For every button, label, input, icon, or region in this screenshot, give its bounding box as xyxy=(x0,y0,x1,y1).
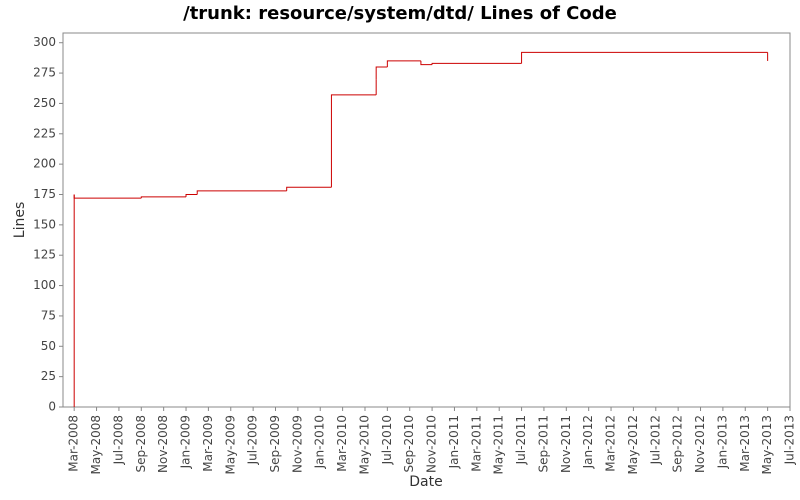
x-tick-label: May-2012 xyxy=(626,415,640,474)
x-tick-label: Nov-2011 xyxy=(559,415,573,473)
step-segment xyxy=(196,190,287,195)
y-axis-title: Lines xyxy=(12,202,28,238)
x-tick-label: Jul-2013 xyxy=(783,415,797,465)
step-segment xyxy=(386,60,421,67)
x-tick-label: Jul-2012 xyxy=(648,415,662,465)
y-tick-label: 200 xyxy=(33,157,56,171)
step-segment xyxy=(140,196,187,199)
x-tick-label: Sep-2009 xyxy=(268,415,282,473)
y-tick-label: 100 xyxy=(33,278,56,292)
x-tick-label: Nov-2010 xyxy=(425,415,439,473)
step-segment xyxy=(185,194,198,197)
x-tick-label: Mar-2013 xyxy=(738,415,752,472)
x-tick-label: Jul-2010 xyxy=(380,415,394,465)
x-tick-label: Sep-2012 xyxy=(671,415,685,473)
y-tick-label: 50 xyxy=(41,339,56,353)
y-tick-label: 300 xyxy=(33,35,56,49)
x-tick-label: Nov-2008 xyxy=(156,415,170,473)
x-tick-label: Jan-2012 xyxy=(581,415,595,469)
y-tick-label: 175 xyxy=(33,187,56,201)
x-tick-label: Jul-2008 xyxy=(111,415,125,465)
x-tick-label: Jan-2011 xyxy=(447,415,461,469)
x-tick-label: Nov-2009 xyxy=(290,415,304,473)
x-tick-label: May-2008 xyxy=(89,415,103,474)
y-tick-label: 125 xyxy=(33,248,56,262)
x-tick-label: Mar-2008 xyxy=(67,415,81,472)
y-tick-label: 275 xyxy=(33,66,56,80)
x-tick-label: Mar-2009 xyxy=(201,415,215,472)
x-tick-label: Mar-2012 xyxy=(604,415,618,472)
x-tick-label: May-2010 xyxy=(357,415,371,474)
chart-title: /trunk: resource/system/dtd/ Lines of Co… xyxy=(183,3,617,24)
x-tick-label: Jul-2009 xyxy=(246,415,260,465)
x-tick-label: Jul-2011 xyxy=(514,415,528,465)
step-segment xyxy=(420,60,433,66)
step-segment xyxy=(286,186,332,191)
step-segment xyxy=(431,62,522,65)
x-tick-label: Jan-2009 xyxy=(179,415,193,469)
x-tick-label: May-2011 xyxy=(492,415,506,474)
x-tick-label: Sep-2011 xyxy=(536,415,550,473)
step-segment xyxy=(73,194,142,199)
x-tick-label: Jan-2013 xyxy=(715,415,729,469)
x-tick-label: Sep-2008 xyxy=(134,415,148,473)
y-tick-label: 150 xyxy=(33,217,56,231)
x-tick-label: May-2009 xyxy=(223,415,237,474)
x-tick-label: Nov-2012 xyxy=(693,415,707,473)
y-tick-label: 75 xyxy=(41,308,56,322)
x-axis-title: Date xyxy=(409,474,442,490)
x-tick-label: Jan-2010 xyxy=(313,415,327,469)
plot-area xyxy=(62,32,791,408)
step-segment xyxy=(375,66,388,80)
y-tick-label: 250 xyxy=(33,96,56,110)
y-tick-label: 225 xyxy=(33,126,56,140)
x-tick-label: May-2013 xyxy=(760,415,774,474)
y-tick-label: 25 xyxy=(41,369,56,383)
step-segment xyxy=(521,51,768,64)
step-segment xyxy=(330,94,377,188)
x-tick-label: Sep-2010 xyxy=(402,415,416,473)
y-tick-label: 0 xyxy=(48,400,56,414)
x-tick-label: Mar-2010 xyxy=(335,415,349,472)
x-tick-label: Mar-2011 xyxy=(469,415,483,472)
